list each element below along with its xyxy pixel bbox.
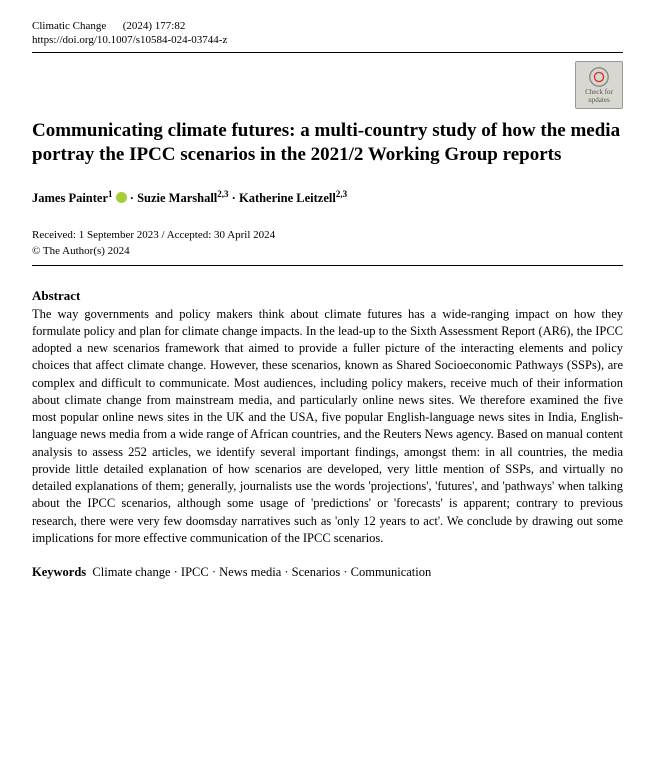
badge-text-2: updates	[588, 97, 609, 105]
journal-header: Climatic Change (2024) 177:82	[32, 20, 623, 32]
orcid-icon[interactable]	[116, 192, 127, 203]
keywords-line: Keywords Climate change · IPCC · News me…	[32, 565, 623, 580]
copyright: © The Author(s) 2024	[32, 245, 623, 257]
journal-name: Climatic Change	[32, 20, 106, 32]
article-title: Communicating climate futures: a multi-c…	[32, 119, 623, 167]
author: James Painter1	[32, 191, 127, 205]
author-affiliation: 1	[108, 189, 113, 199]
mid-rule	[32, 265, 623, 266]
author: Katherine Leitzell2,3	[239, 191, 347, 205]
keywords-list: Climate change · IPCC · News media · Sce…	[92, 565, 431, 579]
article-dates: Received: 1 September 2023 / Accepted: 3…	[32, 228, 623, 243]
header-rule	[32, 52, 623, 53]
abstract-heading: Abstract	[32, 288, 623, 304]
check-updates-badge[interactable]: Check for updates	[575, 61, 623, 109]
author-affiliation: 2,3	[217, 189, 228, 199]
check-updates-icon	[588, 66, 610, 88]
journal-issue: (2024) 177:82	[123, 20, 186, 32]
author: Suzie Marshall2,3	[137, 191, 228, 205]
abstract-text: The way governments and policy makers th…	[32, 306, 623, 548]
author-affiliation: 2,3	[336, 189, 347, 199]
author-list: James Painter1 · Suzie Marshall2,3 · Kat…	[32, 189, 623, 206]
doi-link[interactable]: https://doi.org/10.1007/s10584-024-03744…	[32, 34, 623, 46]
keywords-label: Keywords	[32, 565, 86, 579]
